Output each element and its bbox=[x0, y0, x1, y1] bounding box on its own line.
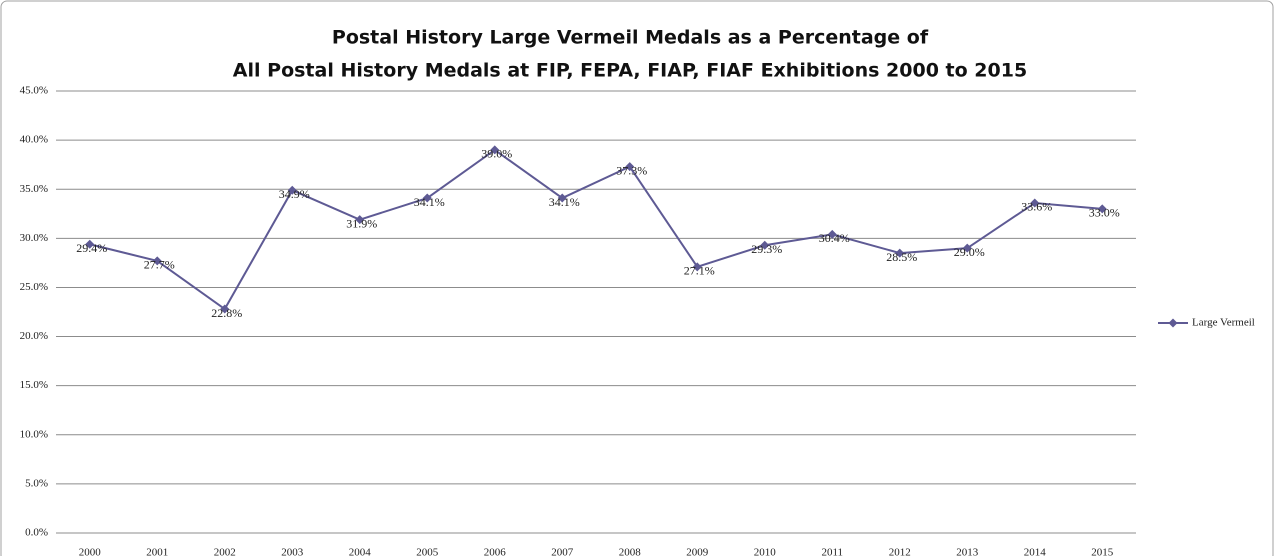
x-tick-label: 2014 bbox=[1024, 547, 1047, 556]
x-tick-label: 2008 bbox=[619, 547, 642, 556]
x-tick-label: 2004 bbox=[349, 547, 372, 556]
y-tick-label: 20.0% bbox=[20, 330, 48, 342]
data-label: 29.0% bbox=[954, 245, 985, 259]
data-label: 33.6% bbox=[1021, 200, 1052, 214]
data-point bbox=[1097, 204, 1107, 214]
y-tick-label: 45.0% bbox=[20, 85, 48, 97]
data-point bbox=[220, 304, 230, 314]
data-label: 37.3% bbox=[616, 163, 647, 177]
legend-label: Large Vermeil bbox=[1192, 317, 1255, 329]
y-tick-label: 0.0% bbox=[25, 527, 48, 539]
data-label: 29.3% bbox=[751, 242, 782, 256]
data-label: 34.9% bbox=[279, 187, 310, 201]
data-point bbox=[355, 215, 365, 225]
y-tick-label: 35.0% bbox=[20, 183, 48, 195]
y-tick-label: 25.0% bbox=[20, 281, 48, 293]
x-tick-label: 2000 bbox=[79, 547, 102, 556]
data-label: 27.7% bbox=[144, 258, 175, 272]
data-point bbox=[760, 240, 770, 250]
x-tick-label: 2001 bbox=[146, 547, 168, 556]
data-label: 34.1% bbox=[414, 195, 445, 209]
y-tick-label: 40.0% bbox=[20, 134, 48, 146]
x-tick-label: 2013 bbox=[956, 547, 979, 556]
x-tick-label: 2002 bbox=[214, 547, 236, 556]
data-point bbox=[625, 162, 635, 172]
legend-marker bbox=[1168, 318, 1178, 328]
data-point bbox=[422, 193, 432, 203]
data-point bbox=[827, 229, 837, 239]
y-tick-label: 10.0% bbox=[20, 428, 48, 440]
chart-title: Postal History Large Vermeil Medals as a… bbox=[332, 27, 929, 49]
x-tick-label: 2006 bbox=[484, 547, 507, 556]
x-tick-label: 2010 bbox=[754, 547, 777, 556]
x-tick-label: 2015 bbox=[1091, 547, 1114, 556]
chart-title: All Postal History Medals at FIP, FEPA, … bbox=[233, 60, 1027, 82]
data-label: 34.1% bbox=[549, 195, 580, 209]
data-label: 31.9% bbox=[346, 216, 377, 230]
data-point bbox=[557, 193, 567, 203]
data-point bbox=[490, 145, 500, 155]
data-label: 30.4% bbox=[819, 231, 850, 245]
data-point bbox=[1030, 198, 1040, 208]
data-label: 33.0% bbox=[1089, 206, 1120, 220]
data-label: 22.8% bbox=[211, 306, 242, 320]
data-point bbox=[152, 256, 162, 266]
data-label: 27.1% bbox=[684, 264, 715, 278]
data-point bbox=[85, 239, 95, 249]
data-point bbox=[962, 243, 972, 253]
series-line bbox=[89, 148, 1103, 311]
y-tick-label: 15.0% bbox=[20, 379, 48, 391]
data-label: 39.0% bbox=[481, 147, 512, 161]
y-tick-label: 5.0% bbox=[25, 477, 48, 489]
x-tick-label: 2003 bbox=[281, 547, 304, 556]
x-tick-label: 2012 bbox=[889, 547, 911, 556]
x-tick-label: 2007 bbox=[551, 547, 574, 556]
y-tick-label: 30.0% bbox=[20, 232, 48, 244]
x-tick-label: 2009 bbox=[686, 547, 709, 556]
x-tick-label: 2005 bbox=[416, 547, 439, 556]
data-label: 29.4% bbox=[76, 241, 107, 255]
data-label: 28.5% bbox=[886, 250, 917, 264]
x-tick-label: 2011 bbox=[821, 547, 843, 556]
data-point bbox=[895, 248, 905, 258]
data-point bbox=[692, 262, 702, 272]
data-point bbox=[287, 185, 297, 195]
